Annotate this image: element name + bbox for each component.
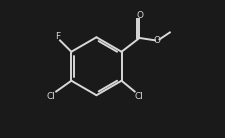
Text: O: O [136, 11, 143, 20]
Text: Cl: Cl [134, 92, 143, 101]
Text: O: O [153, 36, 160, 45]
Text: F: F [55, 32, 60, 41]
Text: Cl: Cl [47, 92, 56, 101]
